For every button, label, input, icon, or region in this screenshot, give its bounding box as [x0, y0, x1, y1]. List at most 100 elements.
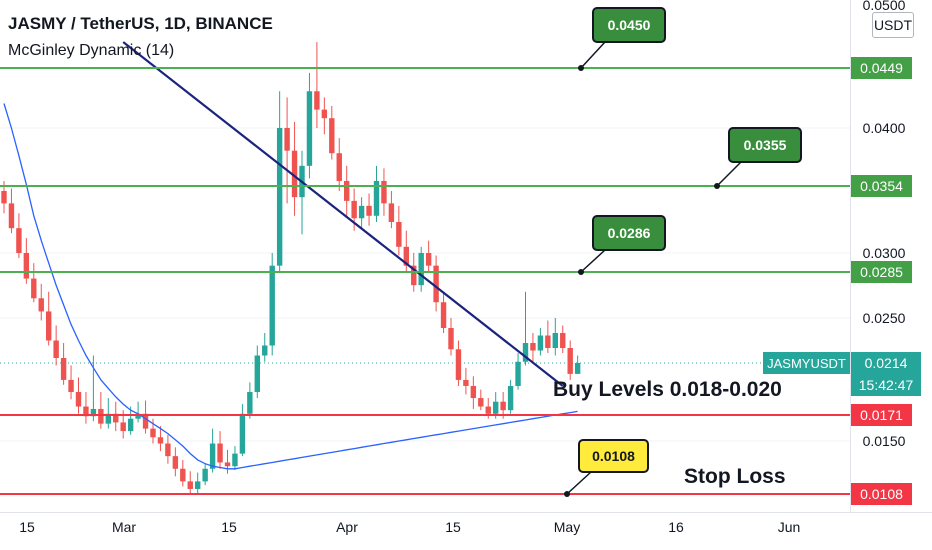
candle-body	[314, 91, 320, 110]
candle-body	[90, 408, 97, 417]
callout-box	[728, 127, 802, 163]
candle-body	[113, 413, 119, 423]
level-price-badge	[851, 57, 912, 79]
candle-body	[142, 413, 149, 429]
candle-body	[537, 335, 544, 351]
candle-body	[396, 221, 402, 247]
candle-body	[500, 401, 506, 411]
candle-body	[344, 180, 350, 201]
level-price-label: 0.0108	[860, 486, 903, 502]
candle-body	[98, 408, 104, 424]
callout-pointer	[566, 471, 592, 495]
candle-body	[232, 453, 238, 467]
candle-body	[120, 422, 126, 432]
current-price-label: 0.0214	[865, 355, 908, 371]
symbol-badge	[763, 352, 850, 374]
candle-body	[60, 358, 67, 380]
price-tick-label: 0.0500	[863, 0, 906, 13]
mcginley-dynamic-line	[3, 103, 578, 470]
candle-body	[336, 153, 342, 181]
candle-body	[507, 385, 514, 411]
candle-body	[351, 200, 357, 219]
candle-body	[276, 128, 283, 266]
candle-body	[46, 311, 52, 341]
indicator-title: McGinley Dynamic (14)	[8, 42, 175, 59]
date-tick-label: Apr	[336, 519, 358, 535]
candle-body	[574, 363, 581, 374]
level-price-label: 0.0354	[860, 178, 903, 194]
candle-body	[217, 443, 223, 463]
callout-pointer	[580, 41, 606, 69]
candle-body	[381, 180, 387, 204]
candle-body	[187, 481, 193, 489]
candle-body	[560, 333, 566, 348]
candle-body	[329, 118, 335, 154]
level-price-badge	[851, 175, 912, 197]
level-price-badge	[851, 483, 912, 505]
candle-body	[31, 278, 37, 299]
candle-body	[172, 456, 179, 469]
candle-body	[306, 91, 313, 166]
symbol-title: JASMY / TetherUS, 1D, BINANCE	[8, 14, 273, 33]
candle-body	[38, 298, 44, 312]
callout-label: 0.0355	[744, 137, 787, 153]
candle-body	[433, 265, 439, 303]
candle-body	[388, 203, 395, 222]
date-tick-label: 15	[445, 519, 461, 535]
candle-body	[455, 349, 462, 380]
price-tick-label: 0.0400	[863, 120, 906, 136]
callout-box	[578, 439, 649, 473]
candle-body	[470, 385, 477, 399]
callout-label: 0.0450	[608, 17, 651, 33]
candle-body	[448, 328, 454, 350]
candle-body	[478, 398, 484, 407]
candle-body	[209, 443, 216, 469]
buy-levels-annotation: Buy Levels 0.018-0.020	[553, 378, 782, 401]
candle-body	[321, 109, 328, 119]
price-tick-label: 0.0300	[863, 245, 906, 261]
candle-body	[552, 333, 558, 348]
candle-body	[425, 253, 432, 266]
candle-body	[150, 428, 156, 438]
candle-body	[463, 379, 469, 386]
candle-body	[440, 302, 447, 328]
candle-body	[403, 246, 409, 266]
candle-body	[411, 265, 417, 286]
callout-box	[592, 7, 666, 43]
trend-line	[122, 41, 564, 387]
candle-body	[358, 205, 365, 219]
countdown-label: 15:42:47	[859, 377, 914, 393]
candle-body	[269, 265, 275, 346]
candle-body	[83, 406, 89, 417]
candle-body	[254, 355, 260, 393]
candle-body	[291, 150, 298, 198]
candle-body	[485, 406, 491, 414]
date-tick-label: 16	[668, 519, 684, 535]
callout-pointer	[716, 161, 742, 187]
candle-body	[75, 392, 82, 407]
candle-body	[522, 343, 529, 362]
date-tick-label: 15	[19, 519, 35, 535]
callout-label: 0.0108	[592, 448, 635, 464]
candle-body	[135, 413, 141, 419]
candle-body	[567, 348, 573, 374]
date-tick-label: Jun	[778, 519, 801, 535]
date-tick-label: May	[554, 519, 580, 535]
price-tick-label: 0.0150	[863, 433, 906, 449]
date-tick-label: 15	[221, 519, 237, 535]
candle-body	[165, 443, 171, 457]
candle-body	[284, 128, 290, 151]
candle-body	[418, 253, 424, 286]
candle-body	[247, 392, 253, 414]
callout-label: 0.0286	[608, 225, 651, 241]
candle-body	[493, 401, 499, 414]
candle-body	[545, 335, 551, 348]
candle-body	[373, 180, 380, 216]
candle-body	[68, 379, 74, 393]
candle-body	[53, 340, 59, 358]
currency-unit-button[interactable]: USDT	[872, 12, 914, 38]
candle-body	[1, 190, 7, 204]
candle-body	[515, 361, 521, 386]
symbol-badge-label: JASMYUSDT	[767, 356, 846, 371]
